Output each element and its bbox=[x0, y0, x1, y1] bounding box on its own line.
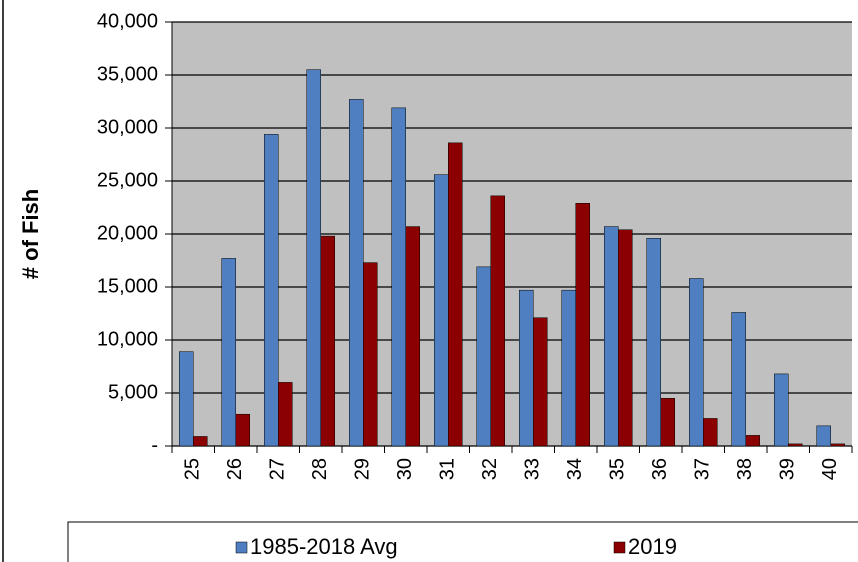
bar bbox=[434, 174, 449, 447]
bar bbox=[561, 289, 576, 447]
x-tick-label: 29 bbox=[352, 458, 374, 480]
bar bbox=[618, 229, 633, 447]
y-tick-label: 15,000 bbox=[97, 275, 158, 297]
bar bbox=[533, 317, 548, 447]
y-axis-title: # of Fish bbox=[18, 189, 43, 279]
bar bbox=[235, 413, 250, 447]
legend-label: 1985-2018 Avg bbox=[250, 534, 398, 559]
x-tick-label: 27 bbox=[267, 458, 289, 480]
x-tick-label: 37 bbox=[692, 458, 714, 480]
bar bbox=[221, 258, 236, 447]
y-tick-label: 30,000 bbox=[97, 116, 158, 138]
y-tick-label: - bbox=[151, 434, 158, 456]
bar bbox=[816, 425, 831, 447]
x-tick-label: 36 bbox=[649, 458, 671, 480]
bar bbox=[689, 278, 704, 447]
bar bbox=[349, 99, 364, 447]
bar bbox=[306, 69, 321, 447]
bar bbox=[476, 266, 491, 447]
x-tick-label: 26 bbox=[224, 458, 246, 480]
bar bbox=[646, 237, 661, 447]
x-tick-label: 39 bbox=[777, 458, 799, 480]
bar bbox=[405, 226, 420, 447]
legend-swatch bbox=[613, 541, 626, 554]
x-tick-label: 34 bbox=[564, 458, 586, 480]
bar bbox=[575, 203, 590, 447]
legend bbox=[67, 521, 858, 562]
y-tick-label: 35,000 bbox=[97, 63, 158, 85]
bar bbox=[830, 443, 845, 447]
y-tick-label: 40,000 bbox=[97, 10, 158, 32]
x-tick-label: 32 bbox=[479, 458, 501, 480]
y-tick-label: 25,000 bbox=[97, 169, 158, 191]
y-tick-label: 10,000 bbox=[97, 328, 158, 350]
bar bbox=[320, 235, 335, 447]
bar bbox=[448, 142, 463, 447]
bar bbox=[264, 134, 279, 447]
bar bbox=[363, 262, 378, 447]
bar bbox=[490, 195, 505, 447]
bar bbox=[278, 382, 293, 447]
x-tick-label: 31 bbox=[437, 458, 459, 480]
legend-swatch bbox=[235, 541, 248, 554]
x-tick-label: 35 bbox=[607, 458, 629, 480]
x-tick-label: 25 bbox=[182, 458, 204, 480]
x-tick-label: 40 bbox=[819, 458, 841, 480]
bar bbox=[179, 351, 194, 447]
bar bbox=[703, 418, 718, 447]
bar bbox=[391, 107, 406, 447]
bar bbox=[193, 436, 208, 447]
y-tick-label: 20,000 bbox=[97, 222, 158, 244]
bar bbox=[788, 443, 803, 447]
bar bbox=[745, 435, 760, 447]
x-tick-label: 33 bbox=[522, 458, 544, 480]
bar bbox=[519, 289, 534, 447]
bar bbox=[774, 373, 789, 447]
y-tick-label: 5,000 bbox=[108, 381, 158, 403]
x-tick-label: 28 bbox=[309, 458, 331, 480]
bar bbox=[660, 398, 675, 447]
bar bbox=[731, 312, 746, 447]
x-tick-label: 38 bbox=[734, 458, 756, 480]
legend-label: 2019 bbox=[628, 534, 677, 559]
bar bbox=[604, 226, 619, 447]
x-tick-label: 30 bbox=[394, 458, 416, 480]
